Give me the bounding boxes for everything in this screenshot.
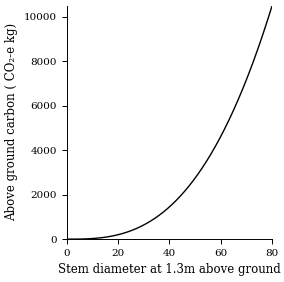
Y-axis label: Above ground carbon ( CO₂-e kg): Above ground carbon ( CO₂-e kg) xyxy=(6,23,18,221)
X-axis label: Stem diameter at 1.3m above ground: Stem diameter at 1.3m above ground xyxy=(58,263,281,276)
